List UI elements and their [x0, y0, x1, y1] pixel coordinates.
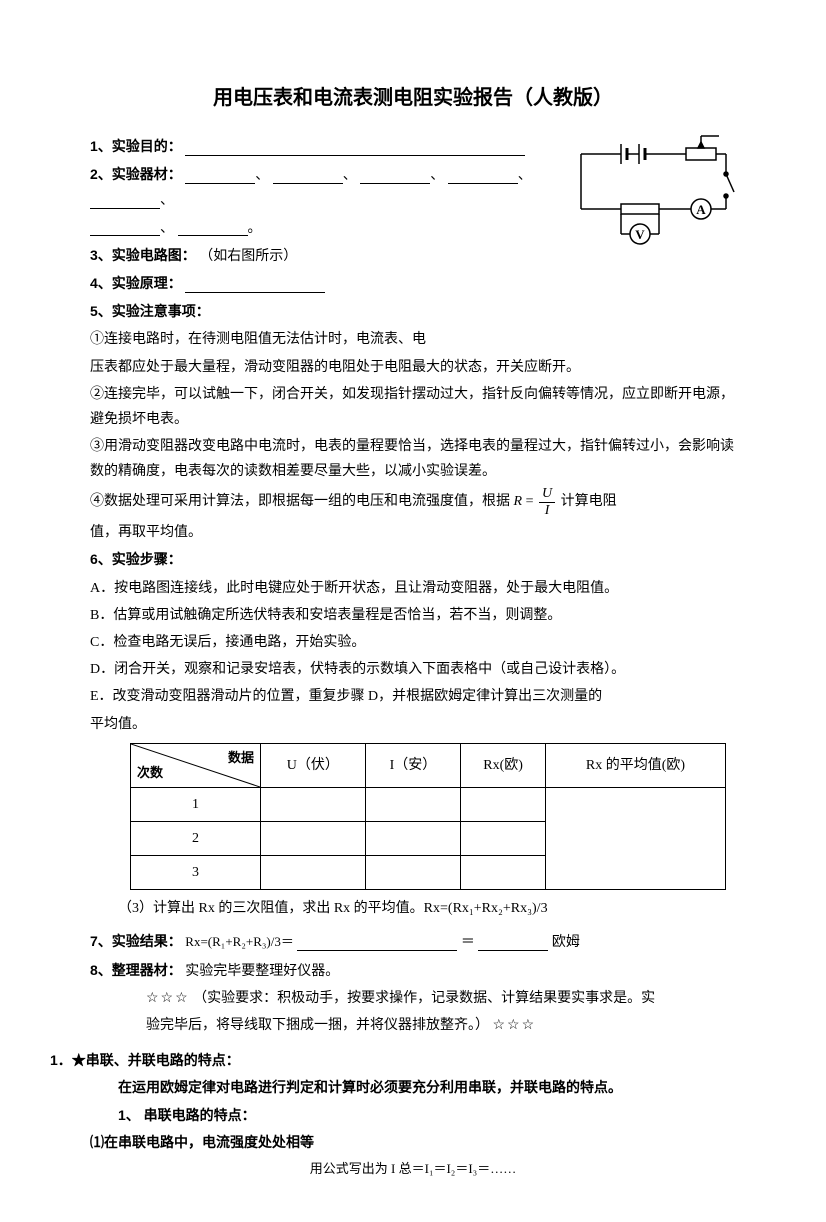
data-table: 数据 次数 U（伏） I（安） Rx(欧) Rx 的平均值(欧) 1 2 3 — [130, 743, 726, 891]
cell — [461, 787, 546, 821]
appendix-p2: ⑴在串联电路中，电流强度处处相等 — [90, 1130, 736, 1155]
blank — [478, 935, 548, 951]
eq: ＝ — [461, 935, 475, 950]
step-e: E．改变滑动变阻器滑动片的位置，重复步骤 D，并根据欧姆定律计算出三次测量的 — [90, 684, 736, 709]
sec5-p3: ③用滑动变阻器改变电路中电流时，电表的量程要恰当，选择电表的量程过大，指针偏转过… — [90, 434, 736, 484]
sec5-p1b: 压表都应处于最大量程，滑动变阻器的电阻处于电阻最大的状态，开关应断开。 — [90, 355, 736, 380]
cell — [365, 856, 461, 890]
svg-text:V: V — [635, 227, 645, 242]
step-b: B．估算或用试触确定所选伏特表和安培表量程是否恰当，若不当，则调整。 — [90, 603, 736, 628]
blank — [448, 168, 518, 184]
sec8-label: 8、整理器材： — [90, 962, 182, 978]
cell — [461, 856, 546, 890]
blank — [360, 168, 430, 184]
col-u: U（伏） — [261, 743, 366, 787]
note-text2: 验完毕后，将导线取下捆成一捆，并将仪器排放整齐。） — [146, 1018, 489, 1033]
sec3-note: （如右图所示） — [199, 249, 297, 264]
sep: 、 — [160, 193, 174, 208]
row-num: 3 — [131, 856, 261, 890]
stars-icon: ☆☆☆ — [146, 991, 190, 1006]
sec8: 8、整理器材： 实验完毕要整理好仪器。 — [90, 958, 736, 984]
cell — [365, 787, 461, 821]
sec2-label: 2、实验器材： — [90, 166, 182, 182]
note-text1: （实验要求：积极动手，按要求操作，记录数据、计算结果要实事求是。实 — [193, 991, 655, 1006]
eq: = — [526, 495, 537, 510]
doc-title: 用电压表和电流表测电阻实验报告（人教版） — [90, 80, 736, 116]
sec5: 5、实验注意事项： — [90, 299, 736, 325]
circuit-diagram: A V — [571, 134, 736, 268]
sec5-p4: ④数据处理可采用计算法，即根据每一组的电压和电流强度值，根据 R = U I 计… — [90, 486, 736, 518]
sep: 、 — [255, 168, 269, 183]
blank — [185, 140, 525, 156]
sec8-text: 实验完毕要整理好仪器。 — [185, 964, 339, 979]
p4a: ④数据处理可采用计算法，即根据每一组的电压和电流强度值，根据 — [90, 495, 514, 510]
cell — [261, 856, 366, 890]
blank — [185, 277, 325, 293]
step-c: C．检查电路无误后，接通电路，开始实验。 — [90, 630, 736, 655]
sec1-label: 1、实验目的： — [90, 138, 182, 154]
sec3-label: 3、实验电路图： — [90, 247, 196, 263]
fraction: U I — [539, 486, 555, 518]
sec5-p2: ②连接完毕，可以试触一下，闭合开关，如发现指针摆动过大，指针反向偏转等情况，应立… — [90, 382, 736, 432]
unit: 欧姆 — [552, 935, 580, 950]
sec4: 4、实验原理： — [90, 271, 736, 297]
col-i: I（安） — [365, 743, 461, 787]
sec7: 7、实验结果： Rx=(R₁+R₂+R₃)/3＝ ＝ 欧姆 — [90, 929, 736, 955]
appendix-h1: 1．★串联、并联电路的特点： — [50, 1048, 736, 1073]
blank — [178, 220, 248, 236]
note-line1: ☆☆☆ （实验要求：积极动手，按要求操作，记录数据、计算结果要实事求是。实 — [90, 986, 736, 1011]
header-data: 数据 — [228, 746, 254, 769]
sec7-formula: Rx=(R₁+R₂+R₃)/3＝ — [185, 934, 294, 949]
sep: 、 — [430, 168, 444, 183]
sec5-p1: ①连接电路时，在待测电阻值无法估计时，电流表、电 — [90, 327, 736, 352]
avg-cell — [545, 787, 725, 890]
table-row: 1 — [131, 787, 726, 821]
denominator: I — [539, 503, 555, 518]
col-rx: Rx(欧) — [461, 743, 546, 787]
blank — [273, 168, 343, 184]
sec6-label: 6、实验步骤： — [90, 551, 182, 567]
diag-header: 数据 次数 — [131, 743, 261, 787]
calc-note: （3）计算出 Rx 的三次阻值，求出 Rx 的平均值。Rx=(Rx₁+Rx₂+R… — [90, 896, 736, 921]
step-a: A．按电路图连接线，此时电键应处于断开状态，且让滑动变阻器，处于最大电阻值。 — [90, 576, 736, 601]
sec5-p4c: 值，再取平均值。 — [90, 520, 736, 545]
header-count: 次数 — [137, 761, 163, 784]
step-d: D．闭合开关，观察和记录安培表，伏特表的示数填入下面表格中（或自己设计表格）。 — [90, 657, 736, 682]
numerator: U — [539, 486, 555, 502]
row-num: 1 — [131, 787, 261, 821]
appendix-h2: 1、 串联电路的特点： — [90, 1103, 736, 1128]
cell — [461, 821, 546, 855]
blank — [90, 193, 160, 209]
svg-text:A: A — [696, 202, 706, 217]
formula-r: R — [514, 495, 523, 510]
sec7-label: 7、实验结果： — [90, 933, 182, 949]
sec4-label: 4、实验原理： — [90, 275, 182, 291]
sep: 、 — [518, 168, 532, 183]
row-num: 2 — [131, 821, 261, 855]
sep: 、 — [343, 168, 357, 183]
step-e2: 平均值。 — [90, 712, 736, 737]
sec5-label: 5、实验注意事项： — [90, 303, 210, 319]
cell — [261, 787, 366, 821]
cell — [365, 821, 461, 855]
blank — [297, 935, 457, 951]
cell — [261, 821, 366, 855]
blank — [90, 220, 160, 236]
blank — [185, 168, 255, 184]
note-line2: 验完毕后，将导线取下捆成一捆，并将仪器排放整齐。） ☆☆☆ — [90, 1013, 736, 1038]
end: 。 — [248, 221, 262, 236]
sec6: 6、实验步骤： — [90, 547, 736, 573]
sep: 、 — [160, 221, 174, 236]
stars-icon: ☆☆☆ — [493, 1018, 537, 1033]
appendix-p1: 在运用欧姆定律对电路进行判定和计算时必须要充分利用串联，并联电路的特点。 — [90, 1075, 736, 1100]
p4b: 计算电阻 — [561, 495, 617, 510]
col-avg: Rx 的平均值(欧) — [545, 743, 725, 787]
